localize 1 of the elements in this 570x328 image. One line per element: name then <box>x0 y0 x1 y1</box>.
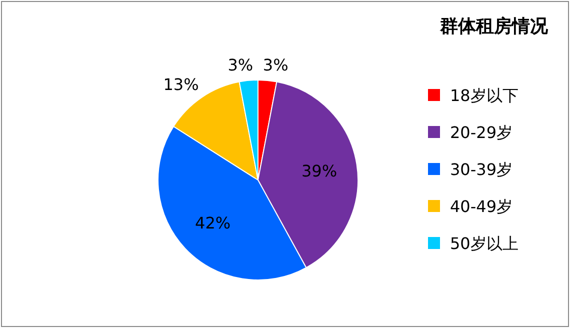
title: 群体租房情况 <box>440 16 548 37</box>
